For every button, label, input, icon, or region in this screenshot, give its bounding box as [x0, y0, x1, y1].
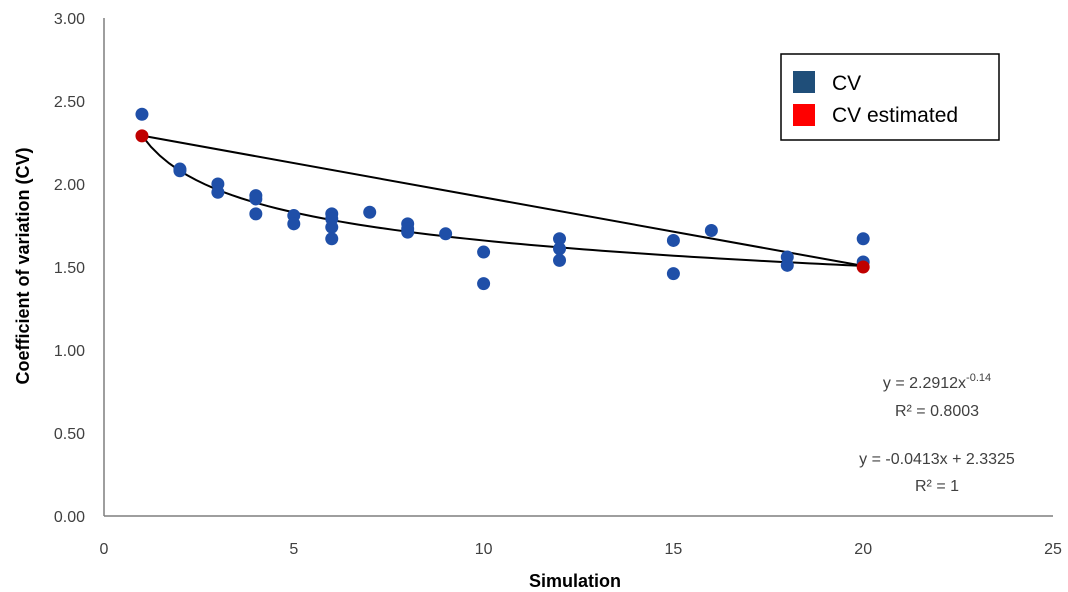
- power-trendline: [141, 135, 864, 267]
- x-tick-label: 25: [1044, 541, 1062, 558]
- x-tick-labels: 0 5 10 15 20 25: [100, 541, 1062, 558]
- legend-label-cv-estimated: CV estimated: [832, 104, 958, 127]
- data-point: [287, 217, 301, 231]
- data-point: [856, 232, 870, 246]
- y-tick-label: 0.00: [54, 509, 85, 526]
- y-tick-labels: 0.00 0.50 1.00 1.50 2.00 2.50 3.00: [54, 11, 85, 526]
- data-point: [856, 260, 870, 274]
- axes: [103, 18, 1053, 517]
- legend-swatch-cv: [793, 71, 815, 93]
- series-cv: [135, 107, 870, 291]
- trendlines: [141, 134, 864, 267]
- series-cv-estimated: [135, 129, 870, 274]
- data-point: [553, 242, 567, 256]
- data-point: [780, 258, 794, 272]
- trendline-equations: y = 2.2912x-0.14 R² = 0.8003 y = -0.0413…: [859, 372, 1015, 495]
- data-point: [666, 267, 680, 281]
- data-point: [135, 129, 149, 143]
- y-tick-label: 1.00: [54, 343, 85, 360]
- power-equation: y = 2.2912x-0.14: [883, 372, 991, 392]
- data-point: [666, 233, 680, 247]
- linear-r2: R² = 1: [915, 478, 959, 495]
- data-points: [135, 107, 870, 291]
- data-point: [249, 192, 263, 206]
- power-r2: R² = 0.8003: [895, 403, 979, 420]
- data-point: [363, 205, 377, 219]
- y-tick-label: 0.50: [54, 426, 85, 443]
- data-point: [173, 164, 187, 178]
- legend: CV CV estimated: [780, 53, 1000, 141]
- data-point: [325, 232, 339, 246]
- x-tick-label: 10: [475, 541, 493, 558]
- y-tick-label: 2.50: [54, 94, 85, 111]
- data-point: [439, 227, 453, 241]
- data-point: [553, 232, 567, 246]
- y-tick-label: 2.00: [54, 177, 85, 194]
- x-tick-label: 5: [289, 541, 298, 558]
- data-point: [553, 253, 567, 267]
- y-tick-label: 3.00: [54, 11, 85, 28]
- y-tick-label: 1.50: [54, 260, 85, 277]
- x-axis-title: Simulation: [529, 571, 621, 591]
- data-point: [704, 223, 718, 237]
- legend-label-cv: CV: [832, 72, 861, 95]
- linear-equation: y = -0.0413x + 2.3325: [859, 451, 1015, 468]
- legend-box: [780, 53, 1000, 141]
- data-point: [401, 225, 415, 239]
- data-point: [477, 277, 491, 291]
- data-point: [477, 245, 491, 259]
- x-tick-label: 15: [665, 541, 683, 558]
- x-tick-label: 20: [854, 541, 872, 558]
- y-axis-title: Coefficient of variation (CV): [13, 147, 33, 384]
- data-point: [135, 107, 149, 121]
- data-point: [325, 220, 339, 234]
- x-tick-label: 0: [100, 541, 109, 558]
- data-point: [249, 207, 263, 221]
- linear-trendline: [141, 134, 864, 267]
- legend-swatch-cv-estimated: [793, 104, 815, 126]
- data-point: [211, 185, 225, 199]
